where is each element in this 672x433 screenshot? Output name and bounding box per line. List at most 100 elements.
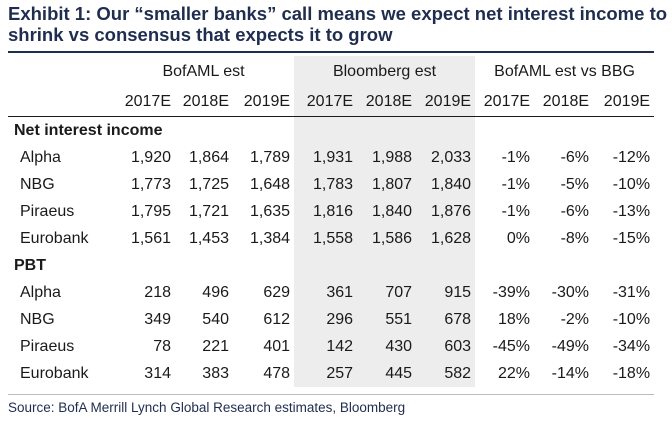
- section-header-row: Net interest income: [8, 116, 654, 145]
- value-cell: -6%: [560, 148, 590, 166]
- value-cell: 582: [416, 360, 476, 387]
- bank-name: Eurobank: [20, 229, 89, 247]
- value-cell: 1,789: [249, 148, 291, 166]
- value-cell: 1,453: [188, 229, 229, 247]
- value-cell: 1,920: [130, 148, 171, 166]
- value-cell: 1,384: [249, 229, 291, 247]
- bank-name: Alpha: [20, 148, 61, 166]
- value-cell: 1,558: [294, 225, 358, 252]
- column-group-header: BofAML est vs BBG: [494, 62, 635, 80]
- value-cell: 1,635: [249, 202, 291, 220]
- value-cell: 496: [202, 283, 229, 301]
- value-cell: 1,725: [188, 175, 229, 193]
- value-cell: 142: [294, 333, 358, 360]
- table-row: Piraeus 78 221 401 142 430 603 -45% -49% -34%: [8, 333, 654, 360]
- value-cell: -49%: [551, 337, 590, 355]
- value-cell: 401: [263, 337, 291, 355]
- blank-cell: [8, 56, 113, 87]
- column-group-header: BofAML est: [162, 62, 245, 80]
- table-row: NBG 1,773 1,725 1,648 1,783 1,807 1,840 -1% -5% -…: [8, 171, 654, 198]
- section-label: PBT: [14, 256, 46, 274]
- blank-cell: [416, 116, 476, 144]
- value-cell: -10%: [612, 310, 651, 328]
- value-cell: 361: [294, 279, 358, 306]
- year-header: 2018E: [534, 87, 594, 117]
- blank-cell: [475, 117, 534, 145]
- exhibit-title: Exhibit 1: Our “smaller banks” call mean…: [8, 3, 668, 45]
- value-cell: 18%: [498, 310, 531, 328]
- value-cell: 445: [357, 360, 417, 387]
- value-cell: 78: [153, 337, 171, 355]
- value-cell: -18%: [612, 364, 651, 382]
- value-cell: 1,586: [357, 225, 417, 252]
- table-row: Alpha 218 496 629 361 707 915 -39% -30% -31%: [8, 279, 654, 306]
- table-row: Alpha 1,920 1,864 1,789 1,931 1,988 2,033 -1% -6…: [8, 144, 654, 171]
- title-divider: [8, 51, 654, 53]
- value-cell: 383: [202, 364, 229, 382]
- value-cell: 1,816: [294, 198, 358, 225]
- value-cell: -34%: [612, 337, 651, 355]
- value-cell: 2,033: [416, 144, 476, 171]
- value-cell: -13%: [612, 202, 651, 220]
- value-cell: -5%: [560, 175, 590, 193]
- blank-cell: [593, 117, 654, 145]
- value-cell: 1,876: [416, 198, 476, 225]
- bank-name: Alpha: [20, 283, 61, 301]
- value-cell: 1,773: [130, 175, 171, 193]
- blank-cell: [294, 116, 358, 144]
- column-group-row: BofAML est Bloomberg est BofAML est vs BBG: [8, 56, 654, 87]
- table-row: Eurobank 314 383 478 257 445 582 22% -14% -18%: [8, 360, 654, 387]
- value-cell: 257: [294, 360, 358, 387]
- value-cell: -15%: [612, 229, 651, 247]
- bank-name: Piraeus: [20, 337, 75, 355]
- column-group-header: Bloomberg est: [294, 56, 476, 87]
- value-cell: 221: [202, 337, 229, 355]
- value-cell: -10%: [612, 175, 651, 193]
- table-row: Eurobank 1,561 1,453 1,384 1,558 1,586 1,628 0%…: [8, 225, 654, 252]
- blank-cell: [534, 117, 593, 145]
- year-header: 2017E: [113, 87, 175, 117]
- section-label: Net interest income: [14, 121, 163, 139]
- value-cell: 1,561: [130, 229, 171, 247]
- value-cell: -8%: [560, 229, 590, 247]
- value-cell: 612: [263, 310, 291, 328]
- value-cell: 1,807: [357, 171, 417, 198]
- year-header: 2018E: [357, 87, 417, 117]
- value-cell: -45%: [492, 337, 531, 355]
- value-cell: 707: [357, 279, 417, 306]
- year-header: 2019E: [233, 87, 295, 117]
- value-cell: 540: [202, 310, 229, 328]
- value-cell: -1%: [501, 202, 531, 220]
- value-cell: 915: [416, 279, 476, 306]
- value-cell: 478: [263, 364, 291, 382]
- year-header: 2019E: [416, 87, 476, 117]
- value-cell: 349: [144, 310, 171, 328]
- bank-name: Eurobank: [20, 364, 89, 382]
- value-cell: -30%: [551, 283, 590, 301]
- value-cell: 1,988: [357, 144, 417, 171]
- value-cell: 1,721: [188, 202, 229, 220]
- blank-cell: [534, 252, 593, 279]
- year-header: 2018E: [175, 87, 233, 117]
- source-note: Source: BofA Merrill Lynch Global Resear…: [8, 400, 406, 415]
- value-cell: 1,795: [130, 202, 171, 220]
- value-cell: 1,648: [249, 175, 291, 193]
- value-cell: 1,864: [188, 148, 229, 166]
- value-cell: 603: [416, 333, 476, 360]
- value-cell: 1,783: [294, 171, 358, 198]
- value-cell: 22%: [498, 364, 531, 382]
- value-cell: 551: [357, 306, 417, 333]
- blank-cell: [294, 252, 358, 279]
- value-cell: -39%: [492, 283, 531, 301]
- year-header: 2017E: [294, 87, 358, 117]
- value-cell: 314: [144, 364, 171, 382]
- bank-name: Piraeus: [20, 202, 75, 220]
- blank-cell: [475, 252, 534, 279]
- table-row: Piraeus 1,795 1,721 1,635 1,816 1,840 1,876 -1%…: [8, 198, 654, 225]
- blank-cell: [8, 87, 113, 117]
- value-cell: -1%: [501, 175, 531, 193]
- blank-cell: [593, 252, 654, 279]
- value-cell: 430: [357, 333, 417, 360]
- footer-divider: [8, 394, 654, 395]
- value-cell: -2%: [560, 310, 590, 328]
